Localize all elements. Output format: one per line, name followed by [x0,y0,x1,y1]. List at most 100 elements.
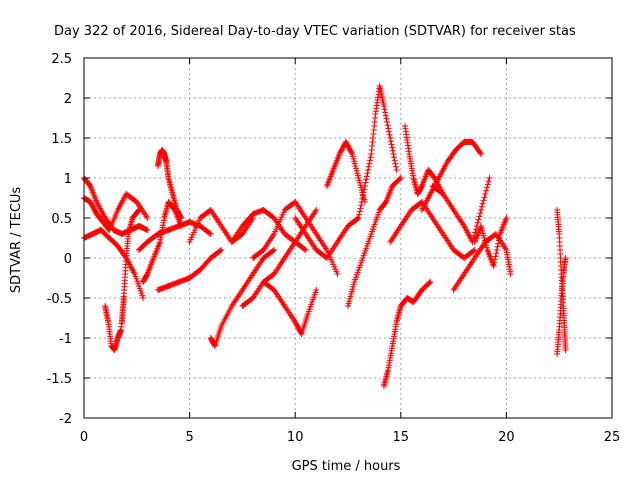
y-tick-label: -0.5 [47,292,72,307]
data-point [354,215,361,222]
data-point [384,119,391,125]
data-point [135,207,142,213]
data-point [364,170,371,177]
data-point [385,128,392,135]
data-point [218,247,225,253]
data-point [426,279,433,286]
series-track-25 [450,231,514,293]
data-point [105,226,112,233]
data-point [360,189,367,196]
data-point [562,255,569,261]
data-point [144,215,151,221]
data-point [478,151,485,157]
x-tick-label: 5 [185,430,193,445]
y-tick-label: 0.5 [51,212,72,227]
y-tick-label: 0 [64,252,72,267]
data-point [366,157,373,164]
series-track-24 [429,175,493,245]
data-point [503,215,510,221]
series-track-14 [239,207,320,309]
series-track-19 [355,83,400,221]
data-point [363,176,370,183]
series-track-20 [380,279,434,389]
series-track-17 [323,139,368,205]
data-point [178,215,185,221]
x-tick-label: 25 [604,430,621,445]
series-track-27 [554,207,569,353]
x-tick-label: 10 [287,430,304,445]
data-point [271,247,278,253]
data-point [427,279,434,285]
x-tick-label: 15 [393,430,410,445]
series-track-04 [102,295,128,353]
data-point [470,247,477,254]
data-point [491,259,498,266]
data-point [495,240,502,247]
y-tick-label: -1.5 [47,372,72,387]
data-point [495,237,502,244]
data-point [389,147,396,154]
data-point [144,227,151,233]
data-point [507,271,514,277]
data-point [358,202,365,209]
data-point [206,230,213,237]
data-point [477,210,484,217]
data-point [387,135,394,141]
data-point [492,253,499,260]
y-tick-label: -1 [59,332,72,347]
data-point [391,157,398,164]
axis-ticks [83,57,613,419]
data-point [362,179,369,186]
data-point [334,271,341,277]
data-point [484,181,491,188]
x-tick-label: 20 [498,430,515,445]
data-point [365,163,372,170]
data-point [391,154,398,161]
data-point [270,247,277,254]
data-point [382,109,389,116]
data-point [493,247,500,253]
data-point [481,194,488,201]
series-track-10 [186,207,256,245]
data-point [396,175,403,182]
data-point [302,247,309,253]
data-point [393,167,400,173]
series-track-06 [140,199,185,285]
data-point [494,243,501,250]
chart-title: Day 322 of 2016, Sidereal Day-to-day VTE… [54,24,576,39]
data-point [313,207,320,213]
series-track-13 [260,279,320,337]
data-point [313,287,320,293]
y-tick-label: 2.5 [51,52,72,67]
data-point [359,195,366,202]
data-point [483,187,490,194]
series-track-16 [292,215,362,261]
series-track-08 [135,219,214,253]
data-point [385,125,392,132]
series-track-18 [345,175,404,309]
series-track-03 [81,191,151,233]
data-point [367,154,374,161]
data-point [356,208,363,215]
data-point [471,247,478,253]
data-point [380,103,387,109]
data-point [491,256,498,263]
y-tick-label: 1.5 [51,132,72,147]
data-point [381,106,388,113]
data-point [478,203,485,210]
data-point [392,160,399,167]
data-point [486,175,493,181]
data-point [301,246,308,253]
data-point [363,173,370,180]
data-point [493,250,500,257]
data-point [207,231,214,237]
data-point [365,167,372,173]
data-point [387,138,394,145]
data-point [476,213,483,220]
data-point [348,149,355,156]
data-point [383,115,390,122]
data-point [361,186,368,193]
series-track-22 [387,199,478,261]
data-point [477,149,484,156]
series-track-21 [402,123,447,197]
